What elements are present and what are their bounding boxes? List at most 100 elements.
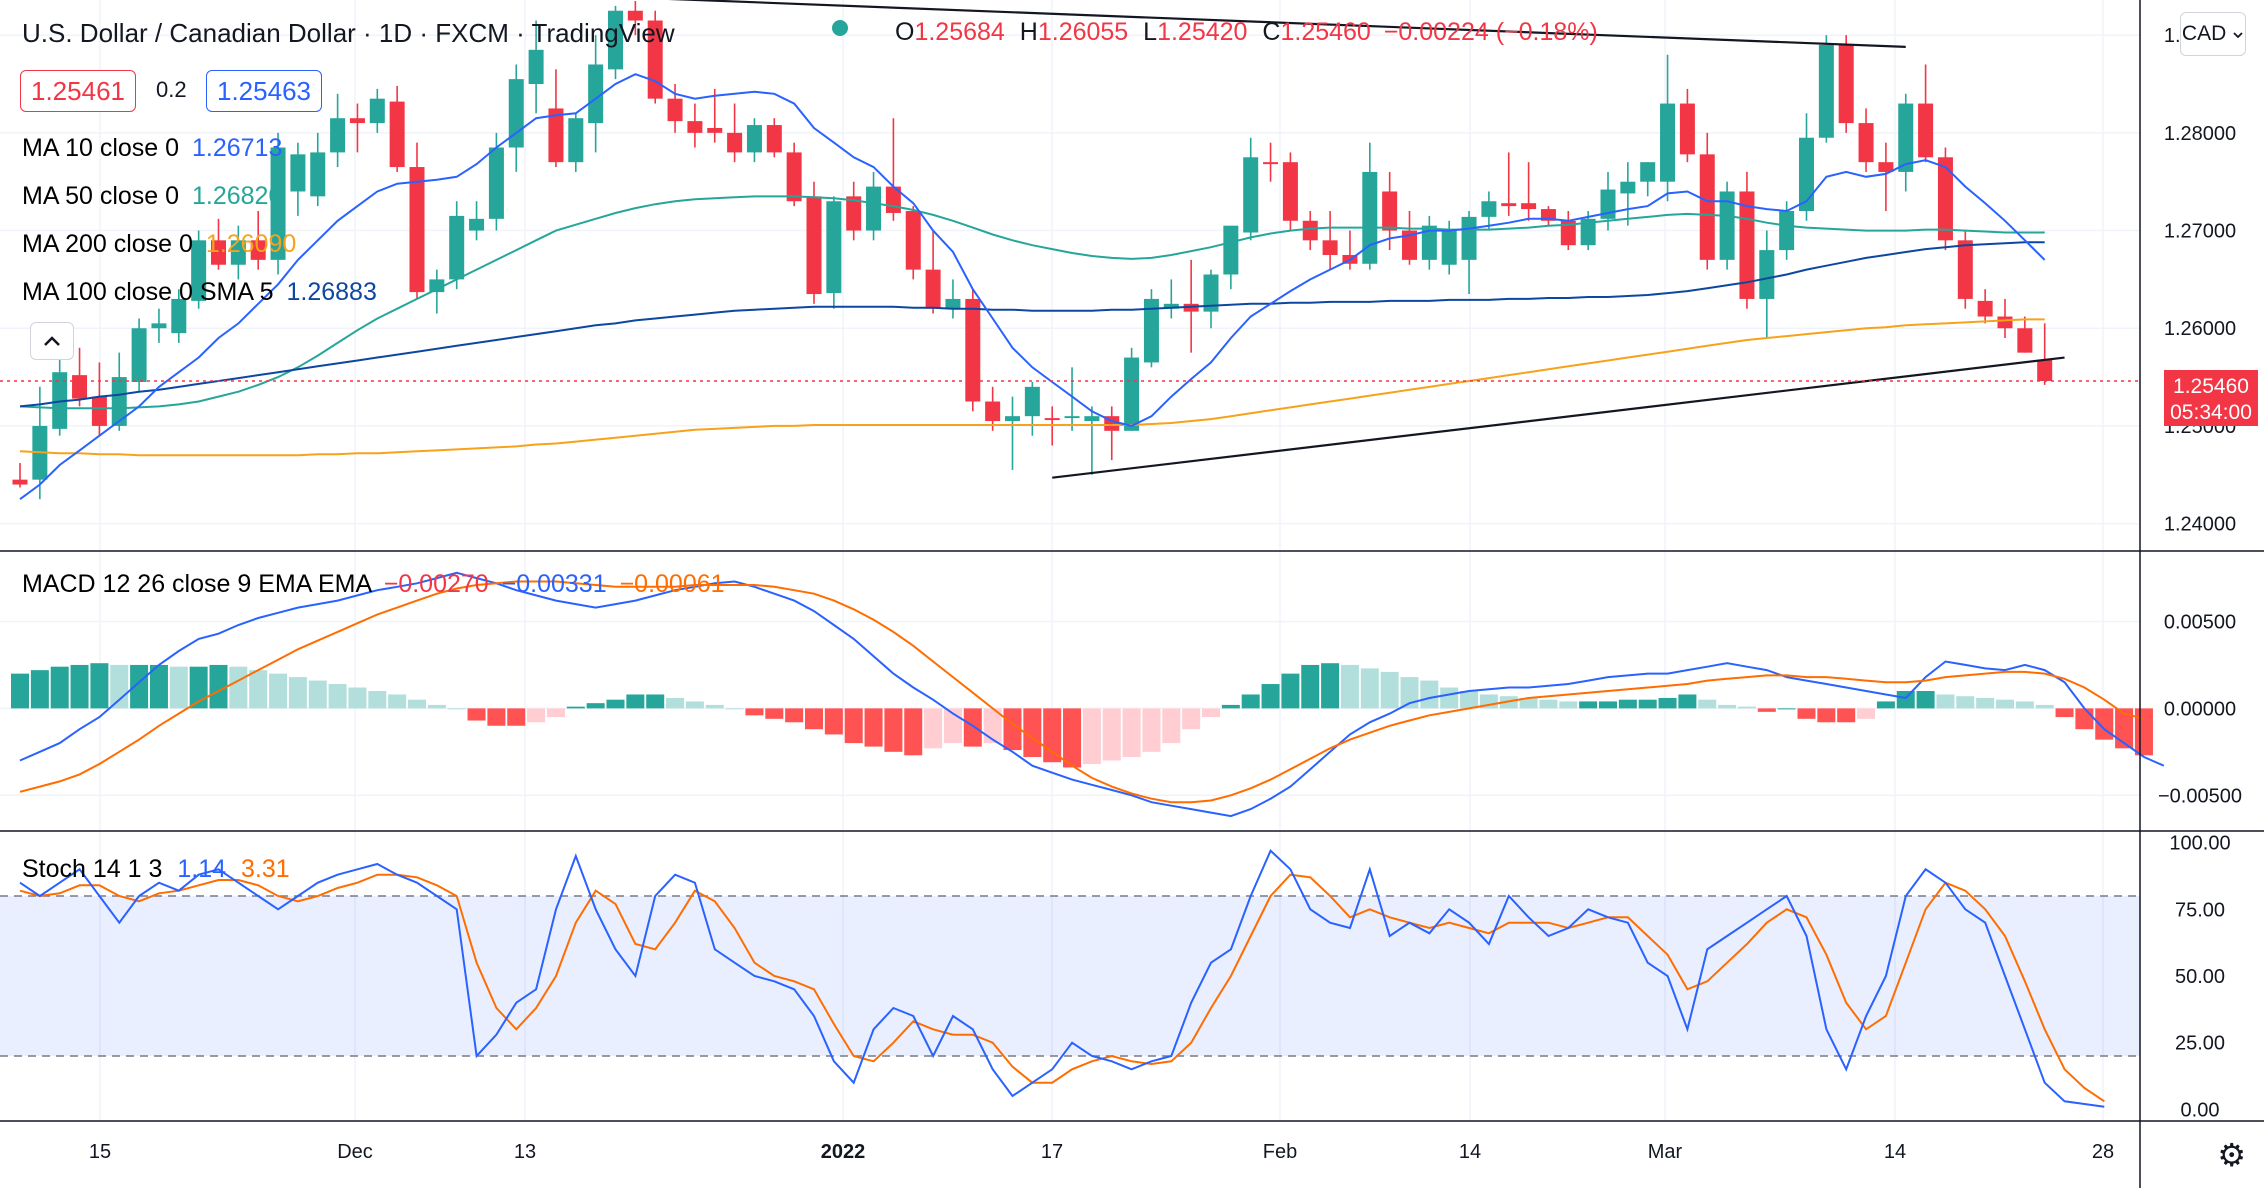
candle-down (985, 401, 1001, 422)
symbol-title-text: U.S. Dollar / Canadian Dollar · 1D · FXC… (22, 18, 675, 48)
candle-down (965, 298, 981, 402)
price-axis-label: 1.24000 (2164, 514, 2236, 536)
candle-down (766, 125, 782, 153)
macd-histogram-bar (269, 673, 288, 709)
candle-up (1441, 230, 1457, 265)
macd-histogram-bar (1360, 668, 1379, 709)
candle-up (945, 298, 961, 309)
candle-up (1203, 274, 1219, 312)
macd-histogram-bar (368, 691, 387, 709)
high-label: H (1019, 18, 1038, 46)
ma200-label: MA 200 close 0 (22, 230, 193, 258)
macd-histogram-bar (149, 664, 168, 709)
candle-down (72, 375, 88, 399)
low-value: 1.25420 (1157, 18, 1248, 46)
macd-histogram-bar (1837, 708, 1856, 723)
macd-histogram-bar (1023, 708, 1042, 758)
candle-up (1481, 201, 1497, 217)
stoch-k-line (19, 849, 2105, 1108)
macd-histogram-bar (1281, 673, 1300, 709)
macd-histogram-bar (1718, 704, 1737, 709)
macd-histogram-bar (824, 708, 843, 735)
ma200-legend[interactable]: MA 200 close 0 1.26090 (22, 230, 296, 259)
currency-button[interactable]: CAD (2180, 12, 2246, 56)
candle-down (1382, 191, 1398, 231)
candle-down (786, 152, 802, 202)
macd-histogram-bar (546, 708, 565, 718)
candle-down (1699, 154, 1715, 260)
macd-label: MACD 12 26 close 9 EMA EMA (22, 570, 371, 598)
macd-histogram-bar (884, 708, 903, 752)
macd-histogram-bar (1658, 697, 1677, 709)
macd-histogram-bar (685, 701, 704, 709)
candle-up (230, 240, 246, 265)
candle-down (925, 269, 941, 309)
macd-histogram-bar (1400, 677, 1419, 709)
macd-histogram-bar (1321, 663, 1340, 709)
macd-histogram-bar (1519, 697, 1538, 709)
candle-down (1918, 103, 1934, 158)
candle-up (1640, 162, 1656, 182)
macd-histogram-bar (408, 699, 426, 709)
candle-down (687, 121, 703, 133)
candle-up (449, 215, 465, 280)
macd-histogram-bar (30, 670, 49, 709)
time-axis-label: 2022 (821, 1141, 866, 1163)
spread-value: 0.2 (156, 77, 187, 102)
sell-button[interactable]: 1.25461 (20, 70, 136, 112)
stoch-k-value: 1.14 (177, 855, 227, 883)
ma100-value: 1.26883 (286, 278, 377, 306)
candle-down (548, 108, 564, 163)
macd-histogram-bar (805, 708, 823, 730)
candle-down (1560, 220, 1576, 246)
candle-down (1044, 418, 1060, 421)
ma10-legend[interactable]: MA 10 close 0 1.26713 (22, 134, 282, 163)
candle-down (1501, 203, 1517, 207)
macd-histogram-bar (1599, 701, 1617, 709)
ma200-value: 1.26090 (205, 230, 297, 258)
time-axis-label: Feb (1263, 1141, 1297, 1163)
macd-histogram-bar (1698, 699, 1717, 709)
candle-up (369, 98, 385, 124)
macd-histogram-bar (487, 708, 506, 726)
macd-histogram-bar (1579, 701, 1598, 709)
candle-up (1818, 44, 1834, 138)
macd-histogram-bar (844, 708, 863, 744)
macd-histogram-bar (2134, 708, 2153, 756)
macd-histogram-bar (388, 694, 407, 709)
price-axis-label: 1.26000 (2164, 318, 2236, 340)
candle-up (1620, 181, 1636, 194)
macd-histogram-bar (467, 708, 486, 721)
ma50-legend[interactable]: MA 50 close 0 1.26820 (22, 182, 282, 211)
candle-up (1124, 357, 1140, 431)
macd-histogram-bar (1757, 708, 1776, 712)
candle-down (667, 98, 683, 122)
buy-button[interactable]: 1.25463 (206, 70, 322, 112)
candle-up (1759, 250, 1775, 299)
macd-histogram-bar (1420, 680, 1439, 709)
close-value: 1.25460 (1280, 18, 1371, 46)
macd-histogram-bar (1876, 701, 1895, 709)
macd-histogram-bar (785, 708, 804, 723)
candle-up (1024, 386, 1040, 417)
macd-histogram-bar (983, 708, 1002, 744)
macd-histogram-bar (1102, 708, 1121, 761)
candle-up (290, 154, 306, 192)
candle-down (2017, 328, 2033, 353)
collapse-legend-button[interactable] (30, 322, 74, 360)
macd-histogram-bar (1618, 699, 1637, 709)
candle-down (1838, 44, 1854, 124)
macd-histogram-bar (2035, 704, 2054, 709)
candle-down (1540, 209, 1556, 221)
macd-histogram-bar (1182, 708, 1201, 730)
market-status-icon[interactable] (832, 20, 848, 36)
ma10-value: 1.26713 (191, 134, 283, 162)
candle-up (1143, 298, 1159, 363)
candle-down (1679, 103, 1695, 155)
settings-gear-icon[interactable]: ⚙ (2217, 1137, 2246, 1173)
stoch-legend[interactable]: Stoch 14 1 3 1.14 3.31 (22, 855, 290, 884)
macd-legend[interactable]: MACD 12 26 close 9 EMA EMA −0.00270 −0.0… (22, 570, 725, 599)
candle-down (627, 10, 643, 21)
ma100-legend[interactable]: MA 100 close 0 SMA 5 1.26883 (22, 278, 377, 307)
